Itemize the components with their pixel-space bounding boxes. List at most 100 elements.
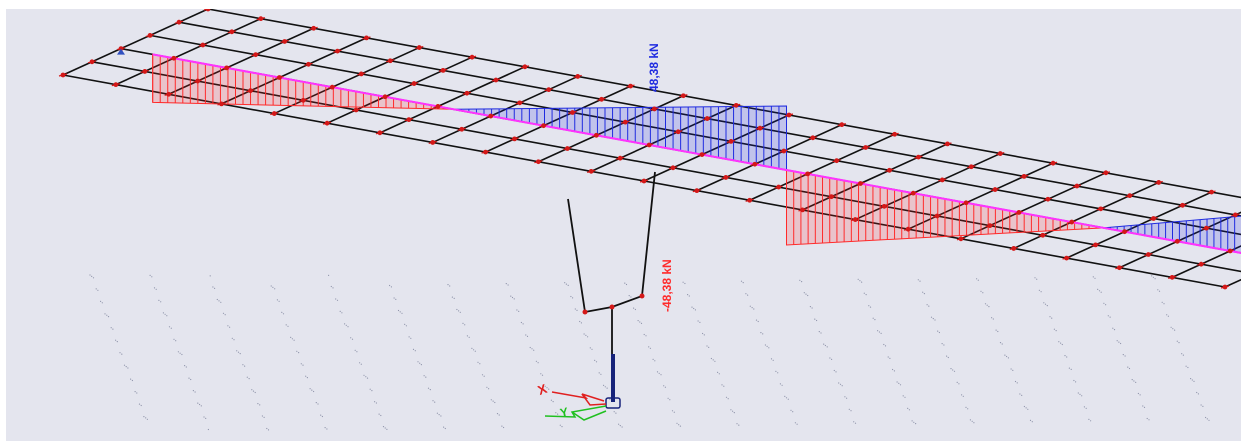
node-marker[interactable]	[1067, 219, 1076, 225]
node-marker[interactable]	[251, 52, 260, 58]
node-marker[interactable]	[174, 19, 184, 25]
node-marker[interactable]	[784, 112, 794, 118]
node-marker[interactable]	[275, 75, 284, 80]
node-marker[interactable]	[668, 165, 678, 171]
node-marker[interactable]	[932, 213, 942, 219]
node-marker[interactable]	[568, 110, 577, 115]
node-marker[interactable]	[1019, 173, 1029, 179]
node-marker[interactable]	[616, 155, 625, 161]
node-marker[interactable]	[520, 64, 530, 70]
node-marker[interactable]	[1120, 229, 1129, 235]
node-marker[interactable]	[481, 149, 490, 155]
node-marker[interactable]	[1220, 284, 1230, 290]
node-marker[interactable]	[914, 154, 923, 160]
node-marker[interactable]	[890, 131, 899, 137]
node-marker[interactable]	[721, 175, 730, 180]
node-marker[interactable]	[375, 130, 385, 136]
node-marker[interactable]	[1144, 252, 1153, 257]
node-marker[interactable]	[938, 177, 947, 183]
node-marker[interactable]	[164, 91, 173, 97]
node-marker[interactable]	[544, 87, 553, 93]
node-marker[interactable]	[534, 159, 543, 165]
node-marker[interactable]	[961, 200, 971, 206]
node-marker[interactable]	[856, 181, 865, 186]
node-marker[interactable]	[639, 178, 649, 184]
node-marker[interactable]	[510, 136, 519, 142]
node-marker[interactable]	[357, 71, 366, 77]
node-marker[interactable]	[573, 74, 582, 79]
node-marker[interactable]	[467, 54, 477, 60]
node-marker[interactable]	[827, 194, 836, 200]
node-marker[interactable]	[491, 77, 501, 83]
node-marker[interactable]	[1207, 189, 1216, 195]
node-marker[interactable]	[1096, 206, 1105, 212]
node-marker[interactable]	[222, 65, 231, 71]
node-marker[interactable]	[674, 129, 683, 135]
node-marker[interactable]	[333, 48, 342, 54]
node-marker[interactable]	[328, 84, 337, 90]
node-marker[interactable]	[726, 139, 736, 144]
node-marker[interactable]	[750, 161, 759, 167]
node-marker[interactable]	[1178, 202, 1187, 208]
node-marker[interactable]	[415, 45, 424, 50]
node-marker[interactable]	[732, 102, 741, 108]
node-marker[interactable]	[679, 93, 688, 99]
node-marker[interactable]	[626, 83, 635, 89]
node-marker[interactable]	[597, 96, 606, 102]
node-marker[interactable]	[380, 94, 390, 100]
node-marker[interactable]	[996, 151, 1005, 156]
node-marker[interactable]	[592, 132, 601, 138]
node-marker[interactable]	[1226, 248, 1235, 254]
node-marker[interactable]	[837, 122, 846, 128]
node-marker[interactable]	[140, 69, 149, 74]
node-marker[interactable]	[985, 223, 995, 229]
node-marker[interactable]	[256, 16, 265, 22]
node-marker[interactable]	[169, 55, 178, 61]
node-marker[interactable]	[198, 42, 207, 48]
node-marker[interactable]	[404, 117, 414, 123]
node-marker[interactable]	[87, 59, 97, 65]
node-marker[interactable]	[1062, 255, 1071, 261]
node-marker[interactable]	[1101, 170, 1111, 176]
node-marker[interactable]	[832, 158, 841, 164]
node-marker[interactable]	[304, 61, 313, 67]
node-marker[interactable]	[587, 168, 596, 174]
node-marker[interactable]	[1091, 242, 1100, 248]
node-marker[interactable]	[1173, 238, 1182, 244]
node-marker[interactable]	[1125, 193, 1134, 199]
node-marker[interactable]	[774, 184, 783, 190]
node-marker[interactable]	[438, 67, 448, 73]
node-marker[interactable]	[322, 120, 332, 126]
node-marker[interactable]	[755, 125, 765, 131]
node-marker[interactable]	[1197, 261, 1206, 267]
node-marker[interactable]	[246, 88, 255, 94]
node-marker[interactable]	[386, 58, 395, 64]
node-marker[interactable]	[539, 123, 548, 129]
node-marker[interactable]	[885, 167, 894, 173]
node-marker[interactable]	[563, 146, 572, 151]
node-marker[interactable]	[193, 78, 202, 84]
node-marker[interactable]	[851, 217, 860, 222]
node-marker[interactable]	[309, 25, 318, 31]
node-marker[interactable]	[880, 203, 889, 209]
node-marker[interactable]	[486, 113, 495, 119]
node-markers[interactable]	[58, 6, 1241, 290]
node-marker[interactable]	[909, 190, 918, 196]
node-marker[interactable]	[903, 226, 913, 232]
node-marker[interactable]	[457, 126, 466, 132]
node-marker[interactable]	[1149, 216, 1158, 221]
node-marker[interactable]	[1072, 183, 1082, 189]
structure-model[interactable]: X Y 48,38 kN -48,38 kN	[6, 6, 1245, 441]
node-marker[interactable]	[967, 164, 976, 170]
node-marker[interactable]	[621, 119, 630, 125]
node-marker[interactable]	[227, 29, 236, 35]
node-marker[interactable]	[217, 101, 226, 107]
node-marker[interactable]	[692, 188, 701, 194]
node-marker[interactable]	[1154, 180, 1163, 185]
node-marker[interactable]	[703, 116, 712, 121]
node-marker[interactable]	[280, 39, 289, 44]
node-marker[interactable]	[645, 142, 654, 148]
node-marker[interactable]	[1009, 246, 1018, 251]
node-marker[interactable]	[351, 107, 361, 113]
node-marker[interactable]	[515, 100, 524, 106]
